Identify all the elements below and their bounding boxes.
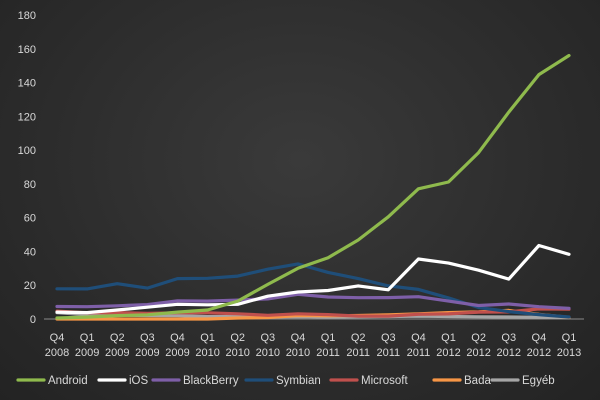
x-tick-label-quarter: Q2 xyxy=(230,332,245,344)
series-layer xyxy=(55,53,571,321)
x-tick-label-year: 2009 xyxy=(75,347,99,359)
x-tick-label-quarter: Q4 xyxy=(291,332,306,344)
legend-label-symbian: Symbian xyxy=(276,375,321,387)
x-tick-label-year: 2012 xyxy=(466,347,490,359)
series-line-ios xyxy=(55,243,571,315)
x-tick-label-year: 2011 xyxy=(407,347,431,359)
y-tick-label: 120 xyxy=(18,111,36,123)
x-tick-label-quarter: Q4 xyxy=(532,332,547,344)
x-tick-label-year: 2009 xyxy=(135,347,159,359)
y-tick-label: 80 xyxy=(24,179,36,191)
x-tick-label-quarter: Q3 xyxy=(260,332,275,344)
x-tick-label-quarter: Q1 xyxy=(321,332,336,344)
series-line-symbian xyxy=(55,262,571,319)
legend-label-bada: Bada xyxy=(464,375,491,387)
x-tick-label-year: 2012 xyxy=(436,347,460,359)
y-tick-label: 140 xyxy=(18,78,36,90)
legend-label-blackberry: BlackBerry xyxy=(183,375,239,387)
x-tick-label-year: 2009 xyxy=(105,347,129,359)
x-tick-label-year: 2009 xyxy=(165,347,189,359)
x-tick-label-quarter: Q1 xyxy=(80,332,95,344)
series-line-blackberry xyxy=(55,292,571,310)
x-tick-label-year: 2013 xyxy=(557,347,581,359)
x-tick-label-quarter: Q4 xyxy=(50,332,65,344)
legend-label-ios: iOS xyxy=(129,375,149,387)
x-tick-label-year: 2010 xyxy=(286,347,310,359)
y-tick-label: 0 xyxy=(30,314,36,326)
x-tick-label-quarter: Q2 xyxy=(110,332,125,344)
legend-label-egy-b: Egyéb xyxy=(522,375,555,387)
axis-layer: 0 20 40 60 80 100 120 140 160 180 Q4 2008 Q1 2009 Q2 20… xyxy=(18,10,584,359)
x-tick-label-year: 2010 xyxy=(195,347,219,359)
x-tick-label-quarter: Q3 xyxy=(501,332,516,344)
y-tick-label: 40 xyxy=(24,246,36,258)
y-tick-label: 180 xyxy=(18,10,36,22)
legend-label-android: Android xyxy=(48,375,88,387)
x-tick-label-year: 2011 xyxy=(316,347,340,359)
x-tick-label-year: 2012 xyxy=(497,347,521,359)
legend: Android iOS BlackBerry Symbian Microsoft Bada… xyxy=(16,375,555,387)
series-line-microsoft xyxy=(55,307,571,318)
x-tick-label-year: 2008 xyxy=(45,347,69,359)
y-tick-label: 60 xyxy=(24,213,36,225)
x-tick-label-quarter: Q4 xyxy=(411,332,426,344)
x-tick-label-year: 2010 xyxy=(256,347,280,359)
x-tick-label-quarter: Q1 xyxy=(562,332,577,344)
x-tick-label-quarter: Q4 xyxy=(170,332,185,344)
x-tick-label-quarter: Q1 xyxy=(441,332,456,344)
y-tick-label: 100 xyxy=(18,145,36,157)
x-tick-label-year: 2012 xyxy=(527,347,551,359)
x-tick-label-year: 2011 xyxy=(376,347,400,359)
y-tick-label: 160 xyxy=(18,44,36,56)
legend-label-microsoft: Microsoft xyxy=(361,375,408,387)
y-tick-label: 20 xyxy=(24,280,36,292)
x-tick-label-year: 2011 xyxy=(346,347,370,359)
x-tick-label-quarter: Q1 xyxy=(200,332,215,344)
x-tick-label-quarter: Q3 xyxy=(381,332,396,344)
x-tick-label-quarter: Q2 xyxy=(351,332,366,344)
x-tick-label-year: 2010 xyxy=(225,347,249,359)
x-tick-label-quarter: Q2 xyxy=(471,332,486,344)
series-line-android xyxy=(55,53,571,320)
x-tick-label-quarter: Q3 xyxy=(140,332,155,344)
